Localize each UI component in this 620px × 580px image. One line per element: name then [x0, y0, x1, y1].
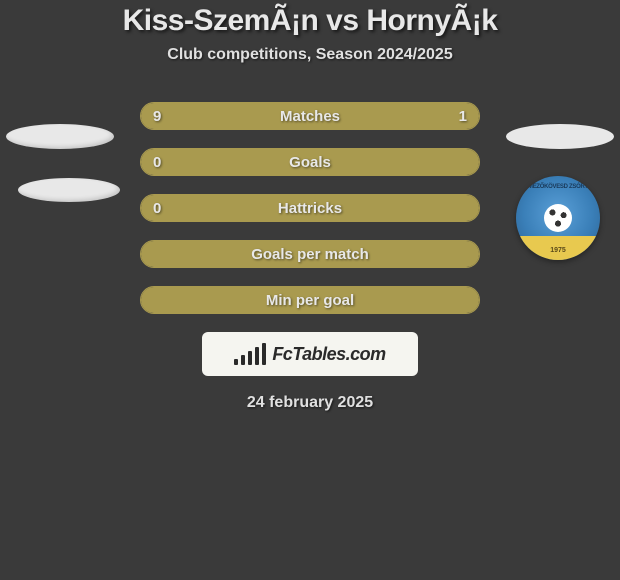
- stat-left-value: 9: [153, 103, 161, 129]
- stat-bar: Goals0: [140, 148, 480, 176]
- stat-label: Goals per match: [141, 241, 479, 267]
- date-text: 24 february 2025: [0, 394, 620, 412]
- stats-card: Kiss-SzemÃ¡n vs HornyÃ¡k Club competitio…: [0, 0, 620, 412]
- soccer-ball-icon: [544, 204, 572, 232]
- badge-top-text: MEZŐKÖVESD ZSÓRY: [516, 184, 600, 190]
- stat-label: Min per goal: [141, 287, 479, 313]
- stat-label: Hattricks: [141, 195, 479, 221]
- stat-bar: Goals per match: [140, 240, 480, 268]
- player-left-placeholder-1: [6, 124, 114, 149]
- stat-left-value: 0: [153, 195, 161, 221]
- stat-label: Matches: [141, 103, 479, 129]
- stat-bar: Matches9 1: [140, 102, 480, 130]
- page-title: Kiss-SzemÃ¡n vs HornyÃ¡k: [0, 4, 620, 38]
- logo-text: FcTables.com: [272, 344, 385, 365]
- stat-row: Goals0: [0, 148, 620, 176]
- fctables-logo: FcTables.com: [202, 332, 418, 376]
- club-badge: MEZŐKÖVESD ZSÓRY 1975: [516, 176, 600, 260]
- stat-label: Goals: [141, 149, 479, 175]
- bars-icon: [234, 343, 266, 365]
- stat-right-value: 1: [459, 103, 467, 129]
- stat-row: Min per goal: [0, 286, 620, 314]
- badge-year: 1975: [550, 247, 566, 254]
- subtitle: Club competitions, Season 2024/2025: [0, 46, 620, 64]
- player-right-placeholder-1: [506, 124, 614, 149]
- stat-bar: Min per goal: [140, 286, 480, 314]
- stat-bar: Hattricks0: [140, 194, 480, 222]
- player-left-placeholder-2: [18, 178, 120, 202]
- stat-left-value: 0: [153, 149, 161, 175]
